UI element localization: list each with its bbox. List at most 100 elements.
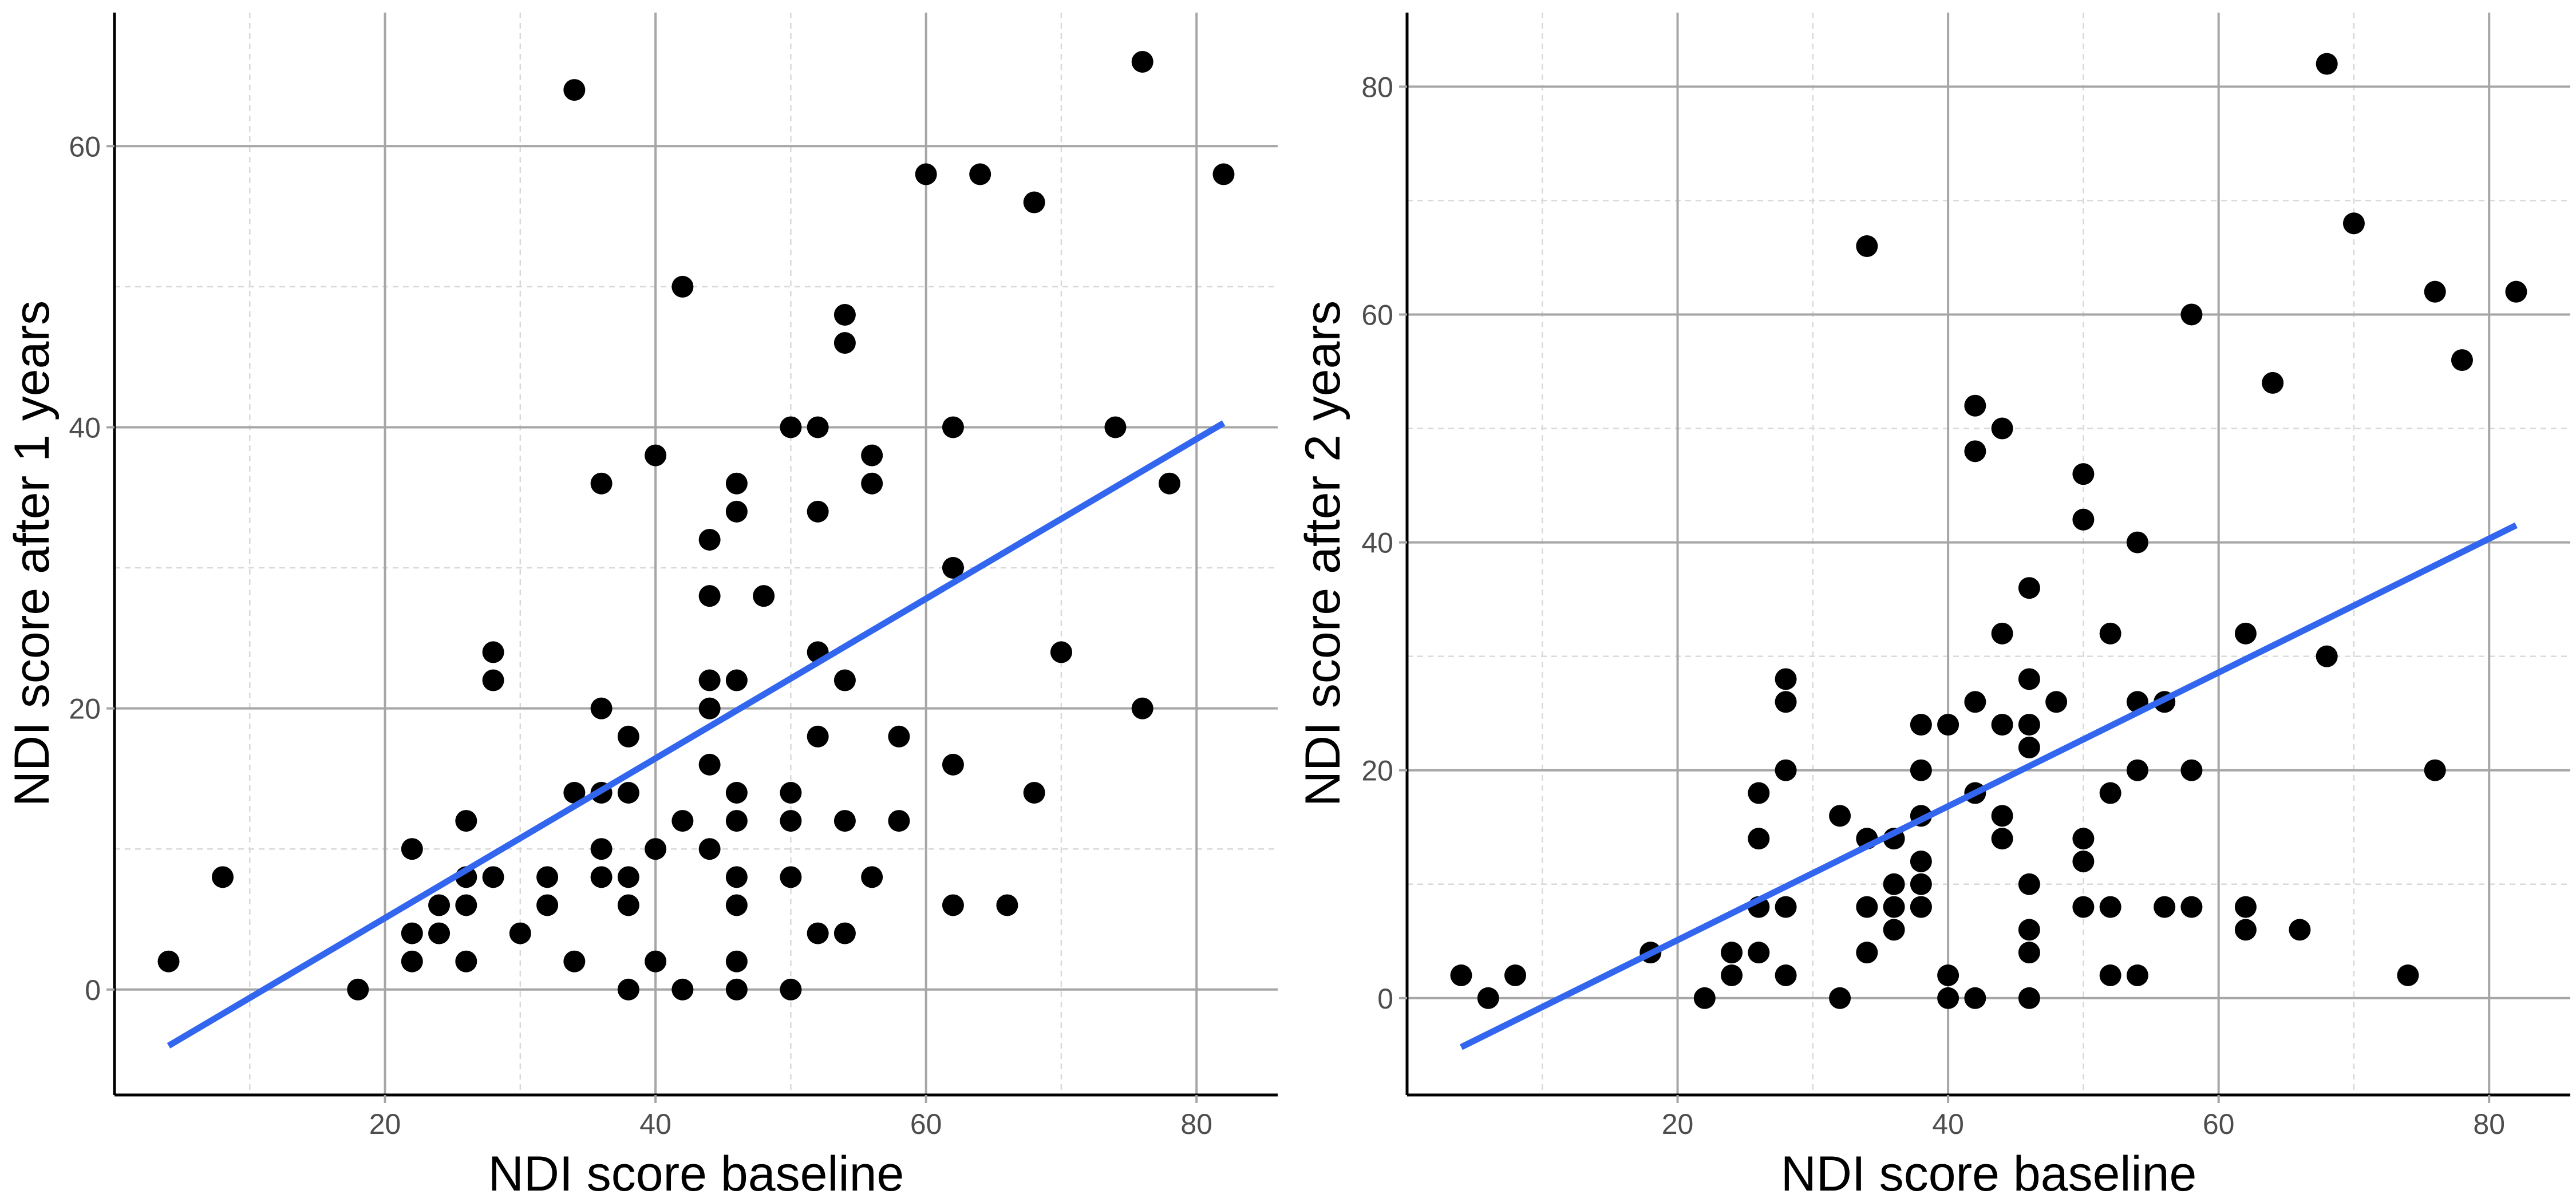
data-point xyxy=(807,500,829,523)
data-point xyxy=(212,866,234,888)
data-point xyxy=(1504,964,1527,986)
data-point xyxy=(617,781,639,804)
data-point xyxy=(780,416,802,438)
data-point xyxy=(2316,53,2338,75)
data-point xyxy=(590,472,613,495)
data-point xyxy=(455,894,477,916)
data-point xyxy=(1775,668,1797,690)
data-point xyxy=(2424,280,2446,303)
x-tick-label: 60 xyxy=(910,1108,942,1140)
x-axis-title: NDI score baseline xyxy=(488,1146,904,1201)
data-point xyxy=(780,781,802,804)
data-point xyxy=(1883,919,1905,941)
x-tick-label: 80 xyxy=(1180,1108,1212,1140)
data-point xyxy=(2505,280,2527,303)
data-point xyxy=(2018,577,2040,599)
data-point xyxy=(1991,622,2013,645)
data-point xyxy=(2072,828,2095,850)
y-tick-label: 60 xyxy=(69,131,101,163)
data-point xyxy=(2234,896,2257,918)
data-point xyxy=(536,894,559,916)
data-point xyxy=(2180,759,2203,781)
data-point xyxy=(725,500,748,523)
data-point xyxy=(1937,987,1959,1009)
data-point xyxy=(482,641,504,663)
data-point xyxy=(590,838,613,860)
data-point xyxy=(996,894,1018,916)
data-point xyxy=(725,472,748,495)
data-point xyxy=(2099,622,2121,645)
data-point xyxy=(1910,759,1932,781)
y-tick-label: 0 xyxy=(1377,983,1393,1015)
data-point xyxy=(509,922,531,944)
data-point xyxy=(1131,697,1153,719)
data-point xyxy=(698,585,721,607)
data-point xyxy=(888,725,910,748)
data-point xyxy=(2424,759,2446,781)
data-point xyxy=(563,79,586,101)
data-point xyxy=(2018,919,2040,941)
data-point xyxy=(861,866,883,888)
trend-line xyxy=(167,420,1226,1049)
data-point xyxy=(1937,714,1959,736)
data-point xyxy=(1212,163,1235,185)
y-tick-label: 0 xyxy=(85,974,101,1006)
data-point xyxy=(1829,805,1851,827)
data-point xyxy=(698,838,721,860)
data-point xyxy=(2018,736,2040,758)
data-point xyxy=(1937,964,1959,986)
data-point xyxy=(1775,759,1797,781)
data-point xyxy=(645,838,667,860)
data-point xyxy=(2342,212,2365,235)
data-point xyxy=(2316,645,2338,667)
data-point xyxy=(753,585,775,607)
data-point xyxy=(1991,828,2013,850)
data-point xyxy=(617,894,639,916)
data-point xyxy=(1991,714,2013,736)
data-point xyxy=(671,810,694,832)
data-point xyxy=(1104,416,1127,438)
data-point xyxy=(698,697,721,719)
data-point xyxy=(617,978,639,1001)
data-point xyxy=(725,894,748,916)
x-tick-label: 60 xyxy=(2203,1108,2235,1140)
data-point xyxy=(2018,873,2040,895)
data-point xyxy=(942,894,964,916)
data-point xyxy=(1856,235,1878,258)
data-point xyxy=(2397,964,2419,986)
data-point xyxy=(2072,508,2095,531)
data-point xyxy=(1964,440,1986,462)
x-tick-label: 40 xyxy=(1932,1108,1964,1140)
data-point xyxy=(455,810,477,832)
y-axis-title: NDI score after 2 years xyxy=(1295,300,1350,806)
data-point xyxy=(780,810,802,832)
data-point xyxy=(1450,964,1472,986)
data-point xyxy=(725,810,748,832)
y-tick-label: 80 xyxy=(1361,71,1393,103)
trend-line xyxy=(1460,522,2518,1050)
data-point xyxy=(347,978,369,1001)
data-point xyxy=(428,922,451,944)
x-axis-title: NDI score baseline xyxy=(1781,1146,2197,1201)
data-point xyxy=(563,950,586,972)
data-point xyxy=(2154,896,2176,918)
data-point xyxy=(645,950,667,972)
data-point xyxy=(2072,463,2095,485)
data-point xyxy=(2072,850,2095,872)
data-point xyxy=(1748,942,1770,964)
data-point xyxy=(645,444,667,466)
data-point xyxy=(428,894,451,916)
x-tick-label: 20 xyxy=(369,1108,401,1140)
data-point xyxy=(780,978,802,1001)
data-point xyxy=(1775,896,1797,918)
data-point xyxy=(1775,691,1797,713)
data-point xyxy=(833,810,856,832)
data-point xyxy=(2234,622,2257,645)
data-point xyxy=(1023,191,1045,213)
data-point xyxy=(401,922,423,944)
data-point xyxy=(942,416,964,438)
data-point xyxy=(455,950,477,972)
data-point xyxy=(725,978,748,1001)
data-point xyxy=(833,332,856,354)
